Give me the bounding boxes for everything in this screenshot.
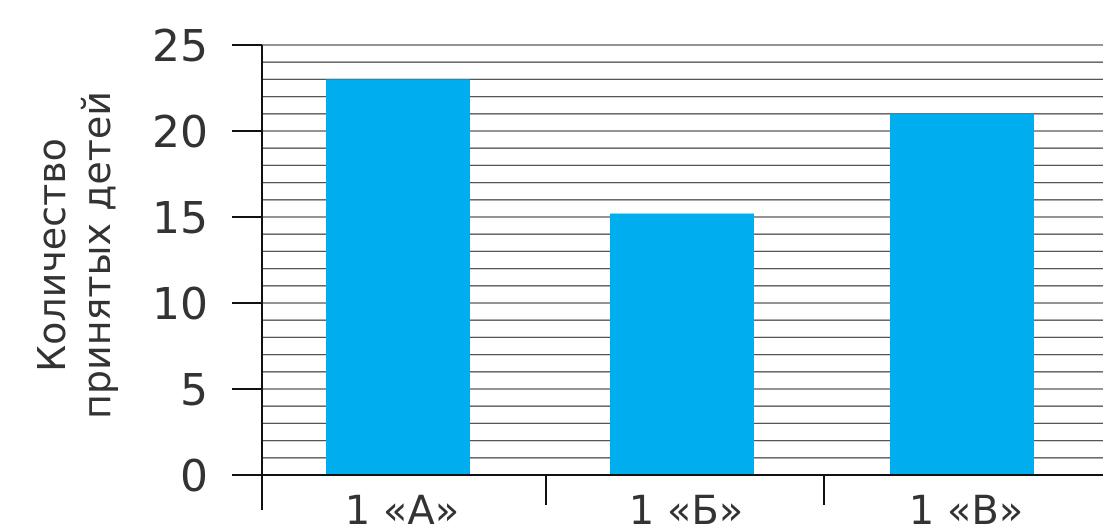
x-category-labels: 1 «А» 1 «Б» 1 «В»: [345, 488, 1024, 531]
bars: [326, 79, 1034, 476]
y-tick-label: 0: [180, 451, 208, 502]
y-tick-label: 10: [152, 279, 208, 330]
y-tick-label: 15: [152, 193, 208, 244]
x-category-label: 1 «Б»: [629, 488, 744, 531]
y-tick-label: 20: [152, 107, 208, 158]
y-axis-title-line-1: Количество: [30, 138, 74, 372]
y-axis-title: Количество принятых детей: [30, 91, 119, 419]
y-axis-title-line-2: принятых детей: [75, 91, 119, 419]
x-category-label: 1 «В»: [909, 488, 1024, 531]
bar-3: [890, 113, 1034, 476]
bar-2: [610, 213, 754, 475]
x-category-label: 1 «А»: [345, 488, 459, 531]
bar-1: [326, 79, 470, 476]
y-tick-label: 5: [180, 365, 208, 416]
y-tick-label: 25: [152, 21, 208, 72]
y-tick-labels: 0 5 10 15 20 25: [152, 21, 208, 502]
axes: [232, 44, 1103, 510]
